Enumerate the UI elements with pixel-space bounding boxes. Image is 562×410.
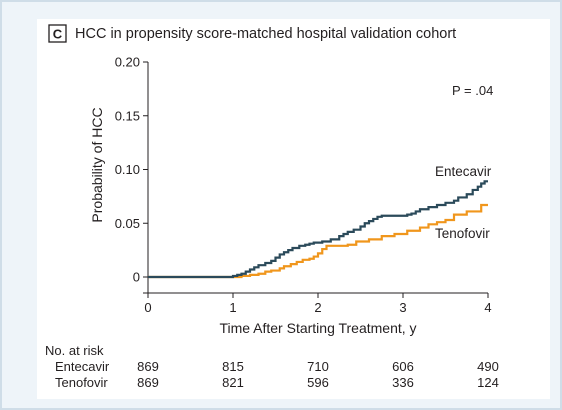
axes: 0 0.05 0.10 0.15 0.20 0 1 2 3 4 [115,55,492,316]
p-value-annotation: P = .04 [452,83,493,98]
risk-value: 869 [137,375,159,390]
risk-value: 490 [477,359,499,374]
x-tick-label: 4 [484,300,491,315]
risk-value: 596 [307,375,329,390]
y-tick-label: 0.10 [115,162,140,177]
risk-value: 821 [222,375,244,390]
risk-value: 606 [392,359,414,374]
panel-letter: C [53,27,63,42]
y-tick-label: 0.15 [115,108,140,123]
y-axis-title: Probability of HCC [89,107,105,222]
figure-panel: C HCC in propensity score-matched hospit… [37,19,550,399]
series-label-tenofovir: Tenofovir [435,226,490,241]
risk-value: 869 [137,359,159,374]
risk-row-label: Entecavir [55,359,110,374]
x-axis-title: Time After Starting Treatment, y [219,320,416,336]
series-line-tenofovir [148,203,488,279]
series-line-entecavir [148,180,488,279]
risk-value: 815 [222,359,244,374]
risk-value: 124 [477,375,499,390]
risk-value: 336 [392,375,414,390]
chart-title: HCC in propensity score-matched hospital… [75,26,456,42]
y-tick-label: 0.05 [115,216,140,231]
y-tick-label: 0 [133,270,140,285]
risk-value: 710 [307,359,329,374]
kaplan-meier-chart: C HCC in propensity score-matched hospit… [45,24,499,390]
risk-row-label: Tenofovir [55,375,108,390]
x-tick-label: 2 [314,300,321,315]
risk-table: Entecavir 869 815 710 606 490 Tenofovir 869 821 5… [55,359,499,390]
risk-table-heading: No. at risk [45,343,104,358]
y-tick-label: 0.20 [115,55,140,70]
x-tick-label: 0 [144,300,151,315]
series-label-entecavir: Entecavir [435,164,492,179]
x-tick-label: 1 [229,300,236,315]
panel-letter-box [48,24,67,43]
series-layer [148,180,488,279]
x-tick-label: 3 [399,300,406,315]
